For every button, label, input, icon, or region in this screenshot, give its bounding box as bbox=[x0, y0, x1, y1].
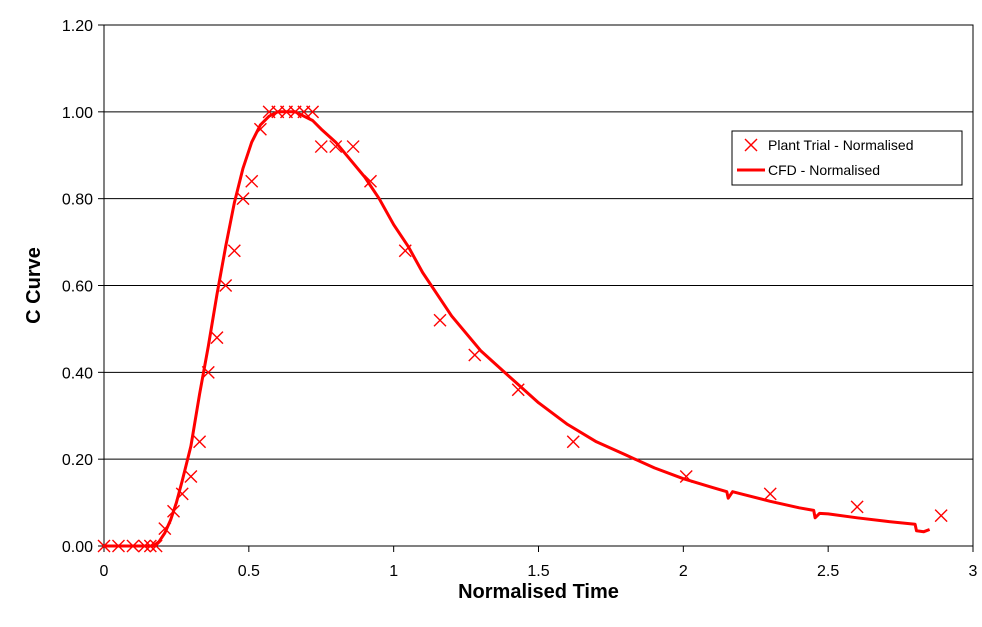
plant-trial-point bbox=[149, 539, 163, 553]
plant-trial-point bbox=[143, 539, 157, 553]
plant-trial-point bbox=[201, 365, 215, 379]
plant-trial-point bbox=[158, 522, 172, 536]
plant-trial-point bbox=[566, 435, 580, 449]
plant-trial-point bbox=[306, 105, 320, 119]
plant-trial-point bbox=[236, 192, 250, 206]
y-tick-label: 0.40 bbox=[62, 365, 93, 382]
plant-trial-point bbox=[126, 539, 140, 553]
legend-marker-plant-trial bbox=[744, 138, 758, 152]
plant-trial-point bbox=[934, 509, 948, 523]
plant-trial-point bbox=[184, 470, 198, 484]
legend: Plant Trial - Normalised CFD - Normalise… bbox=[731, 130, 963, 186]
x-tick-label: 1 bbox=[389, 563, 398, 580]
plant-trial-point bbox=[245, 174, 259, 188]
legend-label-plant-trial: Plant Trial - Normalised bbox=[768, 137, 914, 153]
legend-label-cfd: CFD - Normalised bbox=[768, 162, 880, 178]
plant-trial-point bbox=[210, 331, 224, 345]
legend-x-mark bbox=[744, 138, 758, 152]
x-axis-title: Normalised Time bbox=[458, 581, 619, 603]
y-tick-label: 1.00 bbox=[62, 105, 93, 122]
cfd-line bbox=[104, 110, 931, 548]
plant-trial-point bbox=[111, 539, 125, 553]
y-axis-title: C Curve bbox=[23, 247, 45, 324]
y-tick-label: 0.00 bbox=[62, 539, 93, 556]
y-tick-label: 0.20 bbox=[62, 452, 93, 469]
plant-trial-point bbox=[398, 244, 412, 258]
y-tick-label: 0.60 bbox=[62, 279, 93, 296]
plant-trial-point bbox=[138, 539, 152, 553]
y-tick-label: 1.20 bbox=[62, 18, 93, 35]
x-tick-label: 2.5 bbox=[817, 563, 839, 580]
grid-lines bbox=[104, 111, 973, 460]
plant-trial-point bbox=[346, 140, 360, 154]
plant-trial-point bbox=[193, 435, 207, 449]
plant-trial-point bbox=[433, 313, 447, 327]
plant-trial-point bbox=[511, 383, 525, 397]
plant-trial-point bbox=[219, 279, 233, 292]
plant-trial-point bbox=[468, 348, 482, 362]
x-tick-label: 1.5 bbox=[527, 563, 549, 580]
plant-trial-point bbox=[763, 487, 777, 501]
x-tick-label: 3 bbox=[969, 563, 978, 580]
plant-trial-point bbox=[175, 487, 189, 501]
plant-trial-point bbox=[227, 244, 241, 258]
x-tick-label: 0 bbox=[100, 563, 109, 580]
plant-trial-point bbox=[850, 500, 864, 514]
plant-trial-point bbox=[329, 140, 343, 154]
legend-box bbox=[731, 130, 963, 186]
plant-trial-point bbox=[314, 140, 328, 154]
plant-trial-point bbox=[97, 539, 111, 553]
x-tick-label: 0.5 bbox=[238, 563, 260, 580]
axis-tick-labels: 0.00 0.20 0.40 0.60 0.80 1.00 1.20 0 0.5 1 1.5 2 2.5… bbox=[62, 18, 978, 580]
plant-trial-point bbox=[167, 504, 181, 518]
plant-trial-point bbox=[253, 122, 267, 136]
y-tick-label: 0.80 bbox=[62, 192, 93, 209]
plant-trial-point bbox=[363, 174, 377, 188]
series-layer bbox=[97, 105, 948, 553]
x-tick-label: 2 bbox=[679, 563, 688, 580]
plant-trial-point bbox=[679, 470, 693, 484]
